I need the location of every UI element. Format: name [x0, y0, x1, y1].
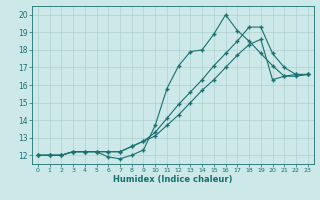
- X-axis label: Humidex (Indice chaleur): Humidex (Indice chaleur): [113, 175, 233, 184]
